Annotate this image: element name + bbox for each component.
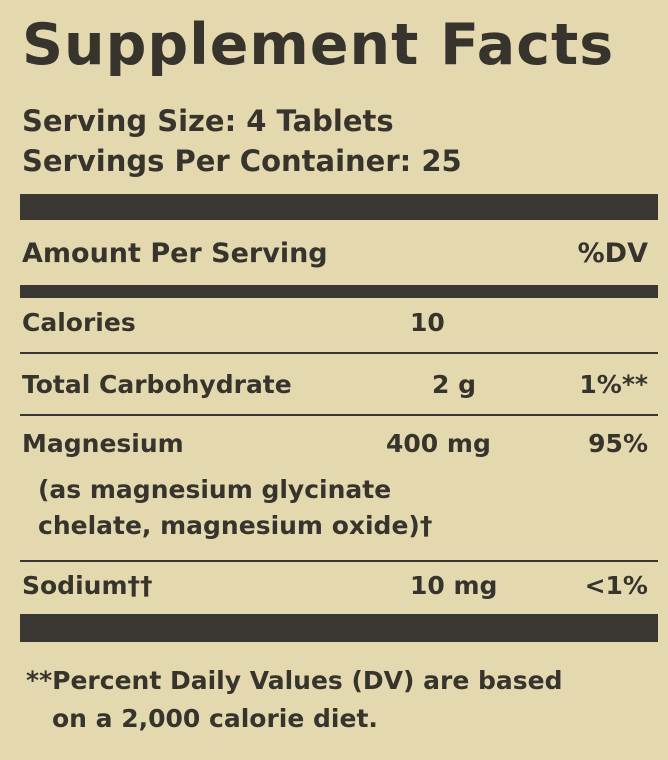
serving-size: Serving Size: 4 Tablets — [22, 104, 394, 138]
thick-rule — [20, 194, 658, 220]
servings-per-container: Servings Per Container: 25 — [22, 144, 462, 178]
row-amount: 2 g — [432, 370, 476, 399]
title: Supplement Facts — [22, 12, 615, 78]
medium-rule — [20, 285, 658, 298]
row-amount: 10 mg — [410, 571, 498, 600]
row-amount: 400 mg — [386, 429, 491, 458]
row-name: Sodium†† — [22, 571, 153, 600]
row-dv: 1%** — [579, 370, 648, 399]
rule — [20, 352, 658, 354]
row-dv: <1% — [584, 571, 648, 600]
row-name: Total Carbohydrate — [22, 370, 292, 399]
row-name: Calories — [22, 308, 136, 337]
row-dv: 95% — [588, 429, 648, 458]
row-detail: chelate, magnesium oxide)† — [38, 511, 433, 540]
thick-rule — [20, 614, 658, 642]
column-header: Amount Per Serving — [22, 238, 328, 269]
rule — [20, 560, 658, 562]
row-detail: (as magnesium glycinate — [38, 475, 392, 504]
row-amount: 10 — [410, 308, 445, 337]
footnote: **Percent Daily Values (DV) are based — [26, 666, 563, 695]
row-name: Magnesium — [22, 429, 184, 458]
column-header: %DV — [577, 238, 648, 269]
rule — [20, 414, 658, 416]
footnote: on a 2,000 calorie diet. — [52, 704, 378, 733]
